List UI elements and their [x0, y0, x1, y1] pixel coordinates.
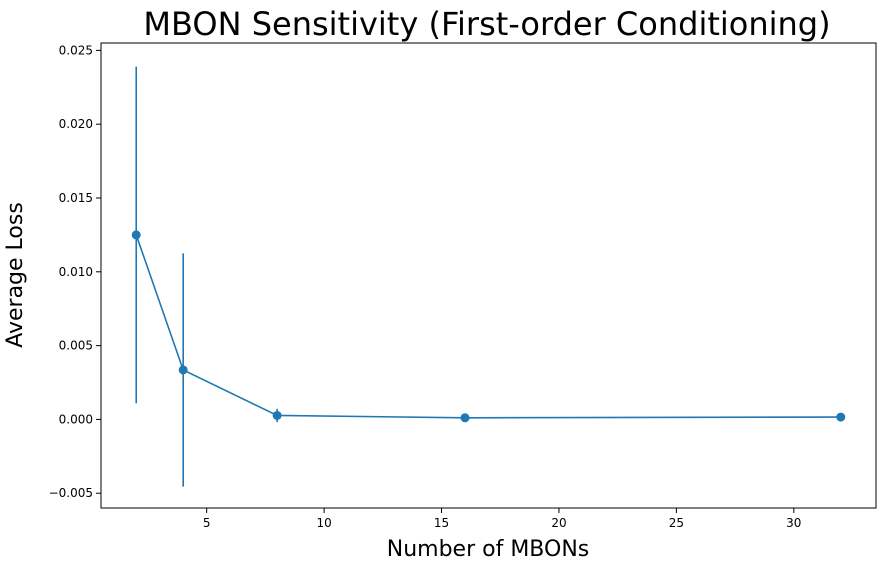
- y-tick-label: 0.010: [59, 265, 93, 279]
- data-point: [836, 412, 846, 422]
- chart-title: MBON Sensitivity (First-order Conditioni…: [143, 5, 830, 43]
- error-bars: [135, 66, 842, 487]
- data-point: [131, 230, 141, 240]
- y-axis: −0.005 0.000 0.005 0.010 0.015 0.020 0.025: [49, 43, 101, 500]
- y-tick-label: −0.005: [49, 486, 93, 500]
- y-tick-label: 0.005: [59, 339, 93, 353]
- x-tick-label: 25: [669, 516, 684, 530]
- data-point: [178, 365, 188, 375]
- x-tick-label: 5: [203, 516, 211, 530]
- x-axis-label: Number of MBONs: [387, 537, 590, 562]
- y-tick-label: 0.020: [59, 117, 93, 131]
- x-tick-label: 20: [551, 516, 566, 530]
- y-tick-label: 0.025: [59, 43, 93, 57]
- y-axis-label: Average Loss: [3, 202, 28, 348]
- data-point: [272, 410, 282, 420]
- y-tick-label: 0.000: [59, 412, 93, 426]
- plot-frame: [100, 42, 877, 509]
- x-tick-label: 30: [786, 516, 801, 530]
- data-point: [460, 413, 470, 423]
- series-line: [135, 234, 841, 419]
- x-tick-label: 10: [316, 516, 331, 530]
- x-tick-label: 15: [434, 516, 449, 530]
- x-axis: 5 10 15 20 25 30: [203, 508, 801, 530]
- series-markers: [131, 230, 846, 423]
- y-tick-label: 0.015: [59, 191, 93, 205]
